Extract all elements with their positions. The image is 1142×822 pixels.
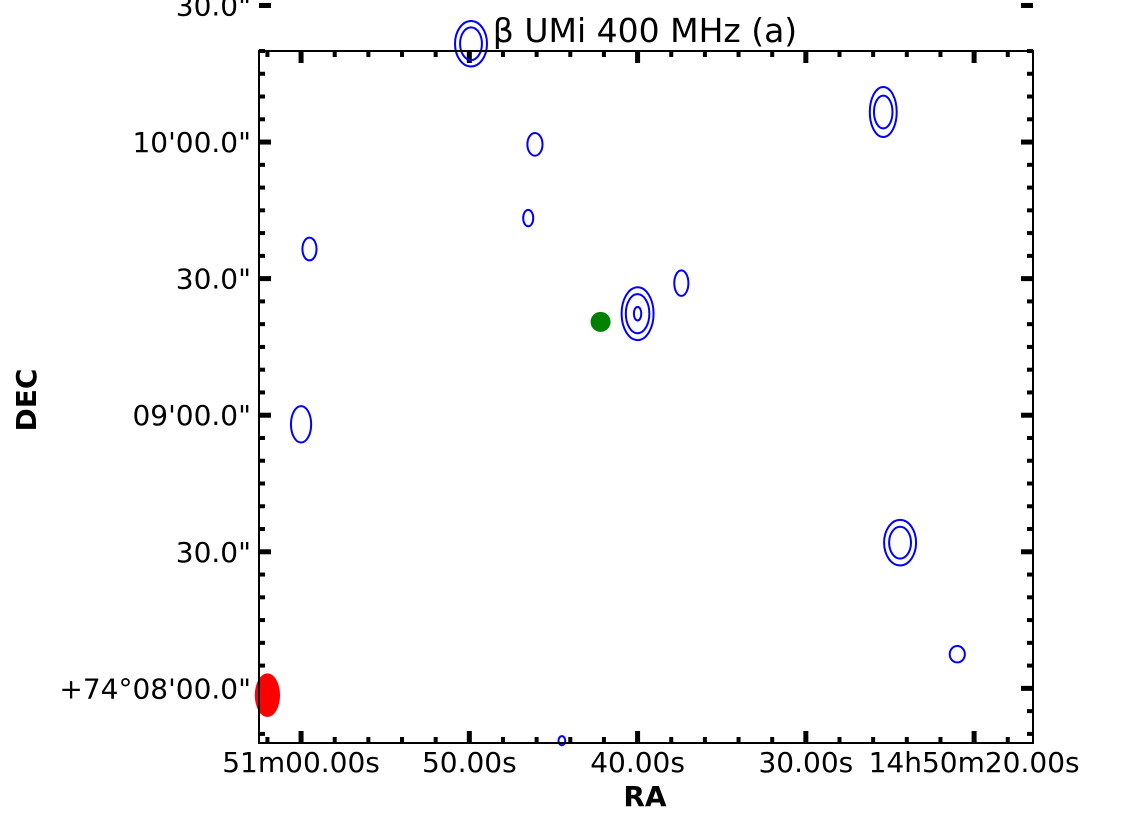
contour-ring — [454, 19, 488, 68]
plot-frame — [258, 50, 1034, 744]
y-tick-label: +74°08'00.0" — [59, 672, 251, 705]
y-tick-label: 09'00.0" — [132, 399, 251, 432]
x-tick-label: 50.00s — [422, 746, 517, 779]
contour-ring — [868, 85, 898, 139]
y-tick-label: 30.0" — [176, 0, 251, 22]
marker-layer — [254, 311, 611, 718]
contour-ring — [459, 26, 483, 62]
x-tick-label: 51m00.00s — [222, 746, 380, 779]
contour-ring — [632, 305, 643, 322]
contour-ring — [624, 293, 651, 335]
y-tick-label: 30.0" — [176, 536, 251, 569]
contour-ring — [673, 269, 690, 297]
contour-ring — [522, 208, 535, 228]
chart-title: β UMi 400 MHz (a) — [493, 11, 797, 50]
contour-ring — [289, 405, 313, 444]
x-tick-labels: 51m00.00s 50.00s 40.00s 30.00s 14h50m20.00s — [222, 746, 1079, 779]
x-axis-label: RA — [623, 780, 667, 813]
contour-ring — [620, 286, 655, 342]
contour-ring — [888, 525, 913, 560]
contour-ring — [301, 236, 318, 262]
beam-ellipse — [254, 673, 281, 718]
y-tick-label: 30.0" — [176, 263, 251, 296]
contour-ring — [557, 735, 567, 747]
x-tick-label: 30.00s — [758, 746, 853, 779]
contour-ring — [883, 518, 918, 567]
contour-layer — [289, 19, 966, 747]
major-ticks — [259, 2, 1033, 743]
y-tick-labels: +74°08'00.0" 30.0" 09'00.0" 30.0" 10'00.0" 30… — [59, 0, 251, 705]
x-tick-label: 40.00s — [590, 746, 685, 779]
contour-ring — [948, 645, 966, 664]
x-tick-label: 14h50m20.00s — [869, 746, 1080, 779]
y-axis-label: DEC — [10, 369, 43, 432]
y-tick-label: 10'00.0" — [132, 126, 251, 159]
contour-ring — [872, 94, 894, 130]
source-marker — [590, 311, 611, 332]
contour-ring — [526, 131, 544, 157]
minor-ticks — [259, 49, 1033, 743]
